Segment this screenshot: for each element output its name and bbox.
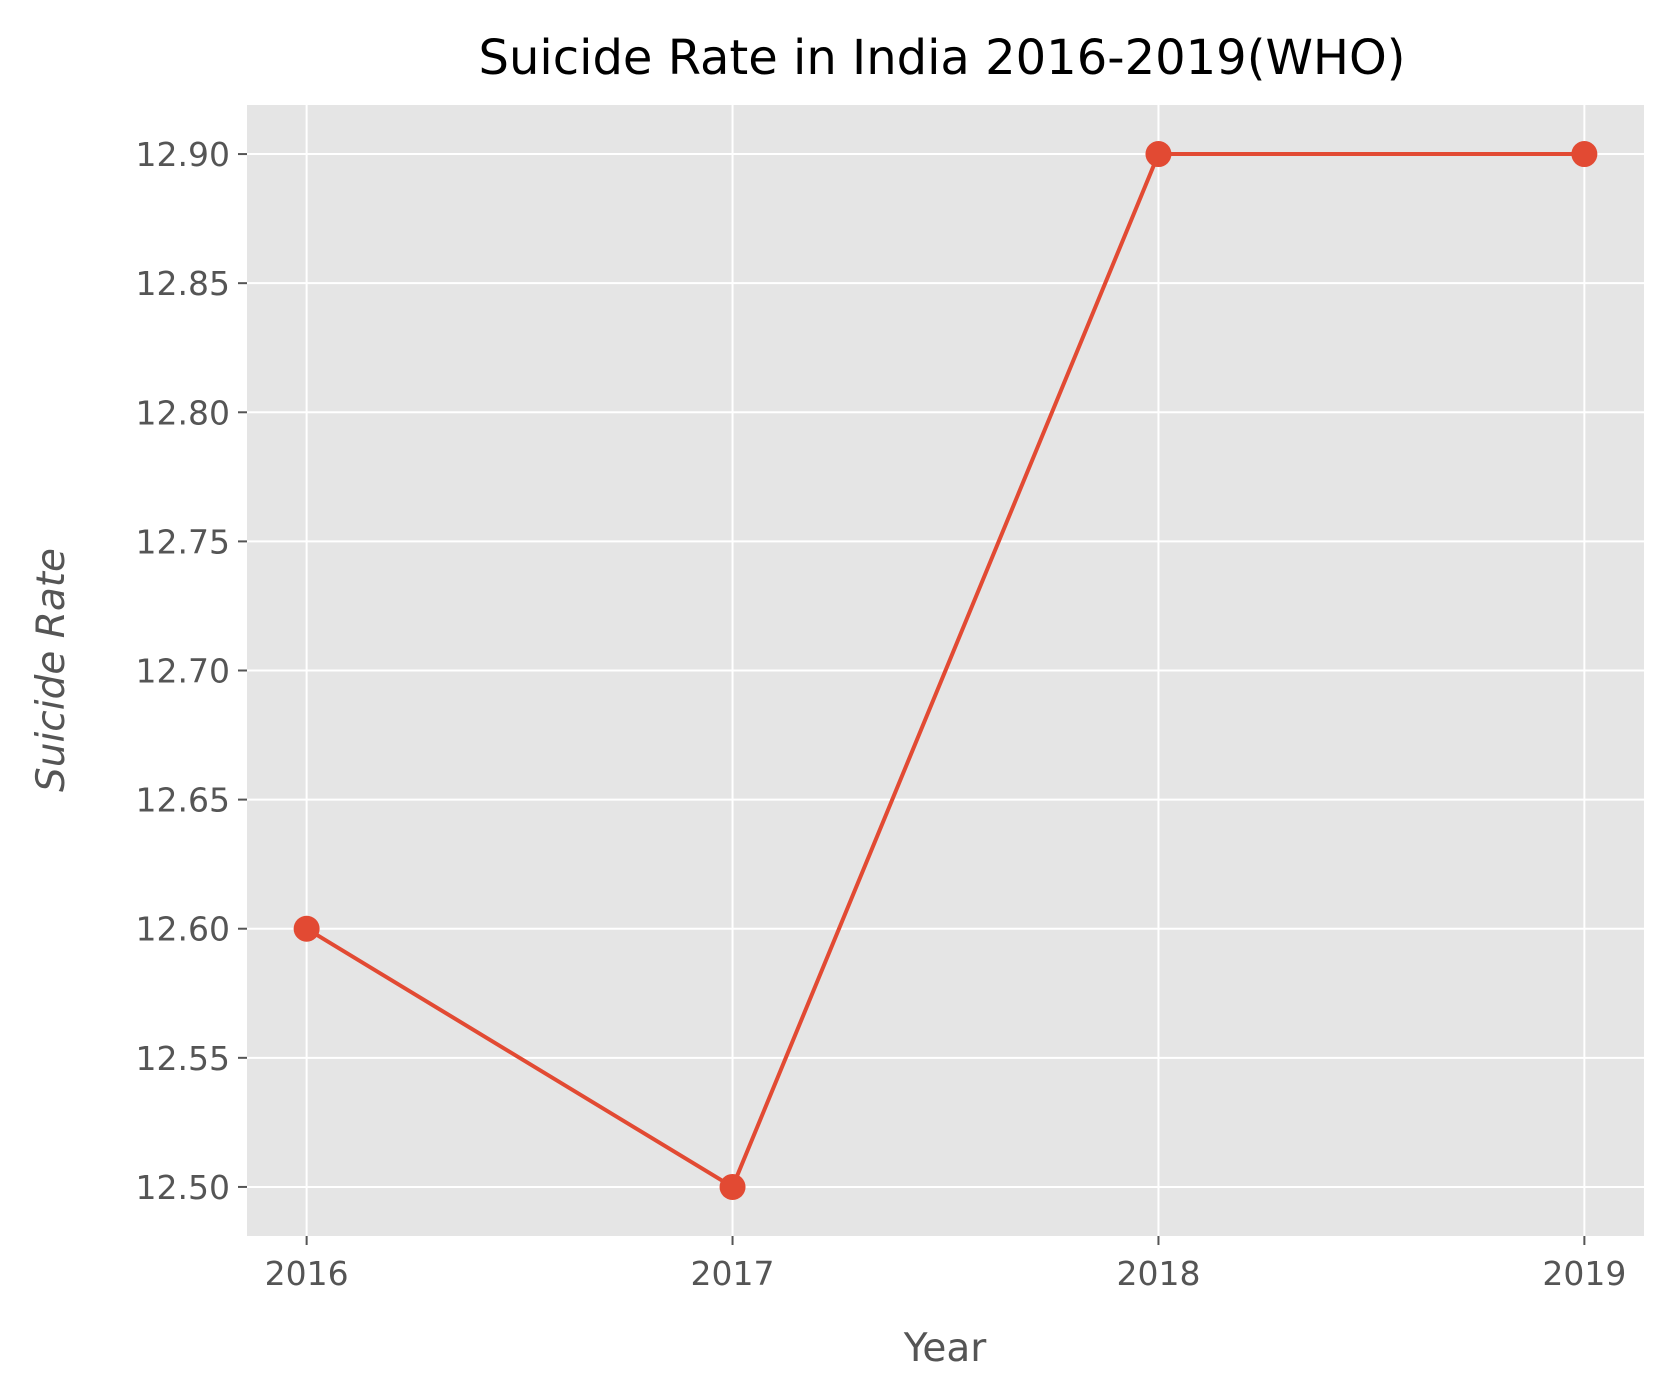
data-point (719, 1173, 746, 1200)
x-tick-label: 2018 (1116, 1254, 1200, 1293)
y-tick-label: 12.75 (136, 522, 230, 561)
y-tick-label: 12.70 (136, 652, 230, 691)
data-point (1145, 141, 1172, 168)
y-tick-label: 12.90 (136, 135, 230, 174)
y-tick-label: 12.80 (136, 393, 230, 432)
x-tick-label: 2017 (691, 1254, 775, 1293)
data-point (1571, 141, 1598, 168)
y-tick-label: 12.55 (136, 1039, 230, 1078)
y-tick-label: 12.60 (136, 910, 230, 949)
series-line (305, 152, 1585, 1189)
y-tick-label: 12.85 (136, 264, 230, 303)
y-tick-label: 12.65 (136, 781, 230, 820)
x-axis-ticks: 2016 2017 2018 2019 (265, 1236, 1626, 1293)
chart-title: Suicide Rate in India 2016-2019(WHO) (478, 30, 1405, 86)
x-tick-label: 2019 (1542, 1254, 1626, 1293)
gridlines (247, 105, 1644, 1236)
y-tick-label: 12.50 (136, 1168, 230, 1207)
x-tick-label: 2016 (265, 1254, 349, 1293)
data-series (293, 141, 1598, 1200)
x-axis-label: Year (903, 1326, 988, 1371)
y-axis-label: Suicide Rate (29, 548, 74, 792)
y-axis-ticks: 12.50 12.55 12.60 12.65 12.70 12.75 12.80 12.85… (136, 135, 247, 1207)
data-point (293, 915, 320, 942)
